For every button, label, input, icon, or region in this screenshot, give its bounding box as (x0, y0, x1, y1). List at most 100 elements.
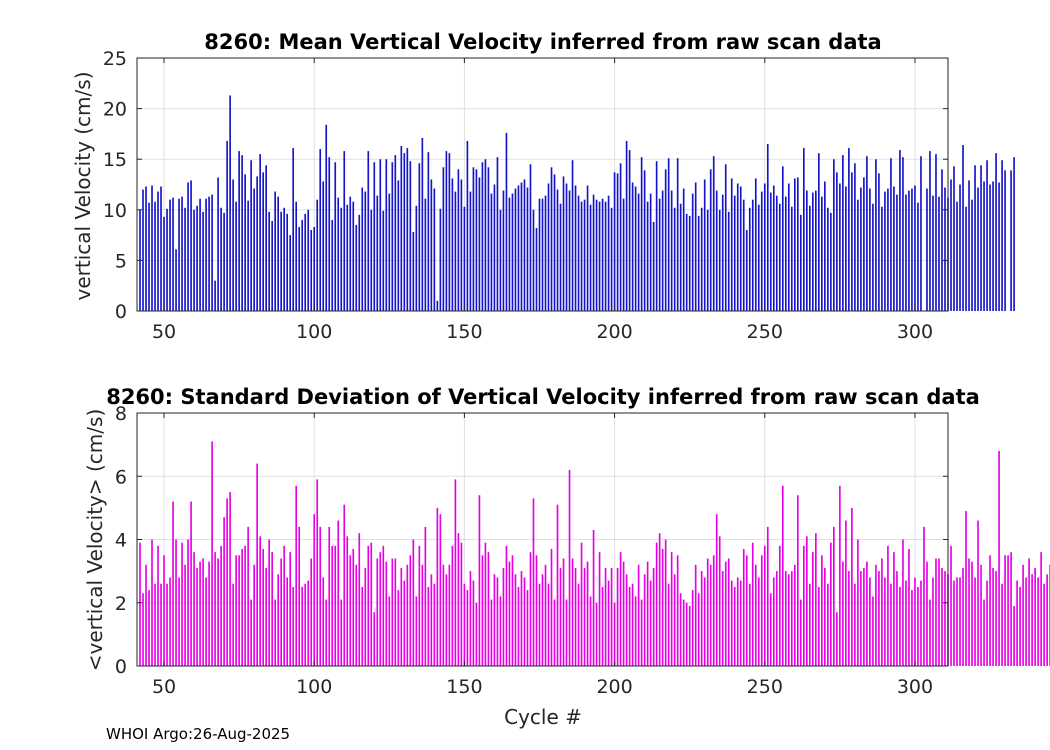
bar-cycle-221 (676, 555, 679, 666)
bar-cycle-42 (139, 542, 141, 666)
bar-cycle-205 (628, 586, 631, 666)
bar-cycle-168 (517, 586, 520, 666)
bar-cycle-145 (448, 564, 451, 666)
bar-cycle-319 (971, 199, 973, 311)
bar-cycle-106 (331, 545, 334, 666)
bar-cycle-237 (724, 164, 727, 311)
bar-cycle-81 (256, 176, 258, 311)
bar-cycle-271 (827, 207, 829, 311)
bar-cycle-143 (442, 564, 445, 666)
bar-cycle-158 (487, 552, 490, 666)
bar-cycle-270 (824, 567, 826, 666)
bar-cycle-109 (340, 207, 343, 311)
bar-cycle-178 (547, 183, 550, 311)
bar-cycle-330 (1004, 555, 1006, 666)
bar-cycle-148 (457, 533, 460, 666)
bar-cycle-254 (775, 571, 778, 667)
bar-cycle-333 (1013, 605, 1015, 666)
bar-cycle-238 (727, 558, 730, 666)
bar-cycle-174 (535, 228, 538, 311)
bar-cycle-276 (842, 155, 844, 311)
bar-cycle-139 (430, 179, 433, 311)
bar-cycle-197 (604, 567, 607, 666)
bar-cycle-94 (295, 201, 298, 311)
bar-cycle-188 (577, 195, 580, 311)
x-tick-label: 200 (596, 676, 632, 698)
bar-cycle-314 (956, 201, 958, 311)
bar-cycle-194 (595, 199, 598, 311)
bar-cycle-153 (472, 167, 475, 311)
bar-cycle-260 (793, 178, 796, 311)
bar-cycle-66 (211, 194, 213, 311)
bar-cycle-135 (418, 163, 421, 311)
bar-cycle-160 (493, 574, 496, 666)
bar-cycle-43 (142, 593, 144, 666)
bar-cycle-115 (358, 533, 361, 666)
bar-cycle-255 (778, 545, 781, 666)
bar-cycle-292 (890, 583, 892, 666)
bar-cycle-223 (682, 599, 685, 666)
bar-cycle-243 (742, 548, 745, 666)
bar-cycle-194 (595, 602, 598, 666)
bar-cycle-57 (184, 564, 186, 666)
bar-cycle-245 (748, 207, 751, 311)
bar-cycle-206 (631, 583, 634, 666)
bar-cycle-274 (836, 612, 838, 666)
y-tick-label: 10 (103, 200, 127, 222)
bar-cycle-113 (352, 201, 355, 311)
bar-cycle-141 (436, 507, 439, 667)
bar-cycle-109 (340, 599, 343, 666)
bar-cycle-191 (586, 185, 589, 311)
bar-cycle-313 (953, 580, 955, 666)
bar-cycle-79 (250, 160, 252, 311)
bar-cycle-164 (505, 132, 508, 311)
bar-cycle-97 (304, 583, 307, 666)
bar-cycle-118 (367, 545, 370, 666)
bar-cycle-287 (875, 564, 877, 666)
bar-cycle-242 (739, 580, 742, 666)
x-tick-label: 100 (296, 676, 332, 698)
bar-cycle-217 (664, 539, 667, 666)
bar-cycle-209 (640, 157, 643, 311)
bar-cycle-84 (265, 567, 267, 666)
bar-cycle-65 (208, 561, 210, 666)
bar-cycle-107 (334, 162, 337, 311)
bar-cycle-268 (818, 586, 820, 666)
bar-cycle-229 (700, 571, 703, 667)
bar-cycle-55 (178, 577, 180, 666)
footer-credit: WHOI Argo:26-Aug-2025 (106, 725, 291, 743)
bar-cycle-212 (649, 580, 652, 666)
bar-cycle-137 (424, 526, 427, 666)
bar-cycle-308 (938, 558, 940, 666)
bar-cycle-264 (806, 190, 808, 311)
bar-cycle-282 (860, 187, 862, 311)
bar-cycle-285 (869, 577, 871, 666)
bar-cycle-102 (319, 526, 322, 666)
bar-cycle-127 (394, 558, 397, 666)
bar-cycle-213 (652, 567, 655, 666)
bar-cycle-88 (277, 574, 279, 666)
bar-cycle-267 (815, 533, 817, 666)
bar-cycle-198 (607, 580, 610, 666)
bar-cycle-230 (703, 179, 706, 311)
bar-cycle-124 (385, 159, 388, 311)
y-tick-label: 6 (115, 466, 127, 488)
bar-cycle-111 (346, 536, 349, 666)
bar-cycle-299 (911, 590, 913, 666)
bar-cycle-249 (760, 555, 763, 666)
bar-cycle-277 (845, 186, 847, 311)
bar-cycle-120 (373, 162, 376, 311)
bar-cycle-197 (604, 201, 607, 311)
bar-cycle-127 (394, 155, 397, 311)
bar-cycle-73 (232, 179, 234, 311)
bar-cycle-246 (751, 542, 754, 666)
bar-cycle-184 (565, 183, 568, 311)
bar-cycle-50 (163, 555, 165, 666)
bar-cycle-51 (166, 208, 168, 311)
bar-cycle-121 (376, 558, 379, 666)
bar-cycle-239 (730, 580, 733, 666)
bar-cycle-297 (905, 194, 907, 311)
bar-cycle-113 (352, 548, 355, 666)
bar-cycle-75 (238, 555, 240, 666)
bar-cycle-312 (950, 545, 952, 666)
